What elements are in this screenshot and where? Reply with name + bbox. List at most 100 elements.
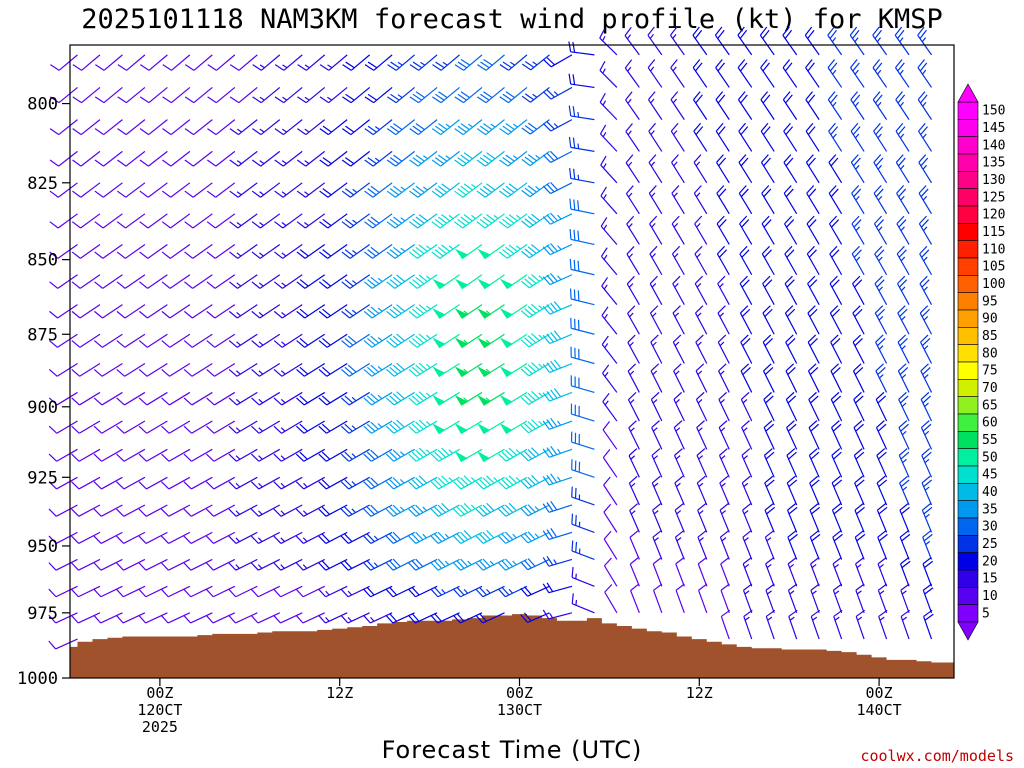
barb-half (699, 537, 704, 542)
barb-flag (454, 423, 468, 435)
colorbar-label: 105 (982, 260, 1005, 275)
barb-full (431, 221, 441, 229)
barb-full (93, 481, 102, 490)
wind-barb (430, 475, 460, 490)
barb-staff (56, 420, 78, 434)
wind-barb (852, 305, 865, 335)
barb-half (629, 341, 634, 347)
wind-barb (919, 275, 933, 305)
barb-full (48, 425, 58, 434)
wind-barb (364, 150, 393, 167)
barb-full (341, 251, 351, 259)
barb-full (653, 583, 663, 591)
barb-full (250, 562, 259, 571)
wind-barb (874, 305, 888, 335)
barb-half (720, 482, 726, 488)
barb-full (546, 582, 554, 592)
barb-full (764, 366, 774, 375)
barb-full (786, 249, 795, 258)
wind-barb (830, 363, 843, 393)
barb-full (437, 531, 446, 541)
barb-full (476, 96, 487, 104)
barb-staff (191, 391, 213, 406)
wind-barb (115, 558, 146, 571)
wind-barb (273, 363, 303, 377)
wind-barb (652, 557, 663, 587)
barb-full (295, 481, 305, 490)
barb-full (878, 533, 888, 542)
barb-full (363, 562, 372, 571)
barb-half (855, 226, 860, 232)
barb-full (138, 588, 147, 598)
barb-staff (718, 399, 730, 422)
barb-full (161, 368, 170, 377)
barb-full (184, 190, 194, 198)
barb-staff (281, 304, 303, 319)
barb-full (695, 334, 704, 343)
wind-barb (297, 86, 326, 104)
barb-half (650, 66, 655, 72)
barb-full (811, 533, 821, 542)
barb-full (520, 534, 529, 544)
barb-full (184, 221, 194, 229)
wind-barb (477, 333, 505, 349)
barb-full (370, 246, 380, 255)
barb-full (765, 609, 776, 617)
barb-half (626, 34, 632, 40)
barb-full (921, 448, 931, 456)
wind-barb (896, 185, 910, 215)
wind-barb (48, 391, 78, 406)
barb-full (183, 614, 192, 624)
barb-full (482, 504, 491, 513)
barb-half (672, 98, 678, 104)
barb-staff (170, 86, 191, 104)
barb-half (696, 253, 701, 258)
barb-flag (432, 423, 446, 435)
barb-full (296, 190, 306, 198)
barb-full (873, 215, 882, 225)
barb-full (434, 533, 443, 542)
barb-full (787, 530, 797, 538)
barb-full (72, 190, 82, 198)
wind-barb (899, 530, 911, 560)
colorbar-label: 90 (982, 312, 998, 327)
barb-half (602, 131, 607, 138)
wind-barb (600, 155, 618, 184)
barb-full (785, 188, 794, 198)
barb-staff (698, 590, 708, 614)
wind-barb (624, 59, 640, 88)
barb-full (671, 185, 680, 194)
barb-half (650, 130, 655, 136)
wind-barb (94, 304, 123, 319)
barb-half (789, 563, 795, 569)
wind-barb (250, 531, 281, 544)
wind-barb (760, 59, 775, 88)
wind-barb (570, 431, 595, 450)
wind-barb (651, 475, 663, 506)
wind-barb (453, 213, 483, 229)
wind-barb (670, 59, 685, 88)
barb-staff (237, 304, 258, 319)
barb-half (696, 283, 702, 288)
barb-half (534, 506, 540, 511)
wind-barb (93, 333, 123, 348)
wind-barb (762, 334, 775, 364)
barb-full (386, 310, 396, 319)
wind-barb (629, 503, 640, 533)
wind-barb (740, 334, 753, 364)
barb-full (505, 449, 514, 458)
barb-full (318, 508, 327, 517)
barb-half (899, 69, 904, 75)
wind-barb (206, 304, 236, 319)
wind-barb (228, 363, 258, 377)
wind-barb (408, 558, 438, 571)
barb-full (49, 251, 59, 259)
wind-barb (183, 504, 213, 517)
wind-barb (139, 86, 168, 104)
wind-barb (896, 245, 910, 276)
wind-barb (318, 531, 348, 544)
barb-full (116, 190, 127, 198)
barb-full (418, 362, 428, 371)
barb-full (809, 503, 819, 511)
barb-full (719, 503, 729, 511)
